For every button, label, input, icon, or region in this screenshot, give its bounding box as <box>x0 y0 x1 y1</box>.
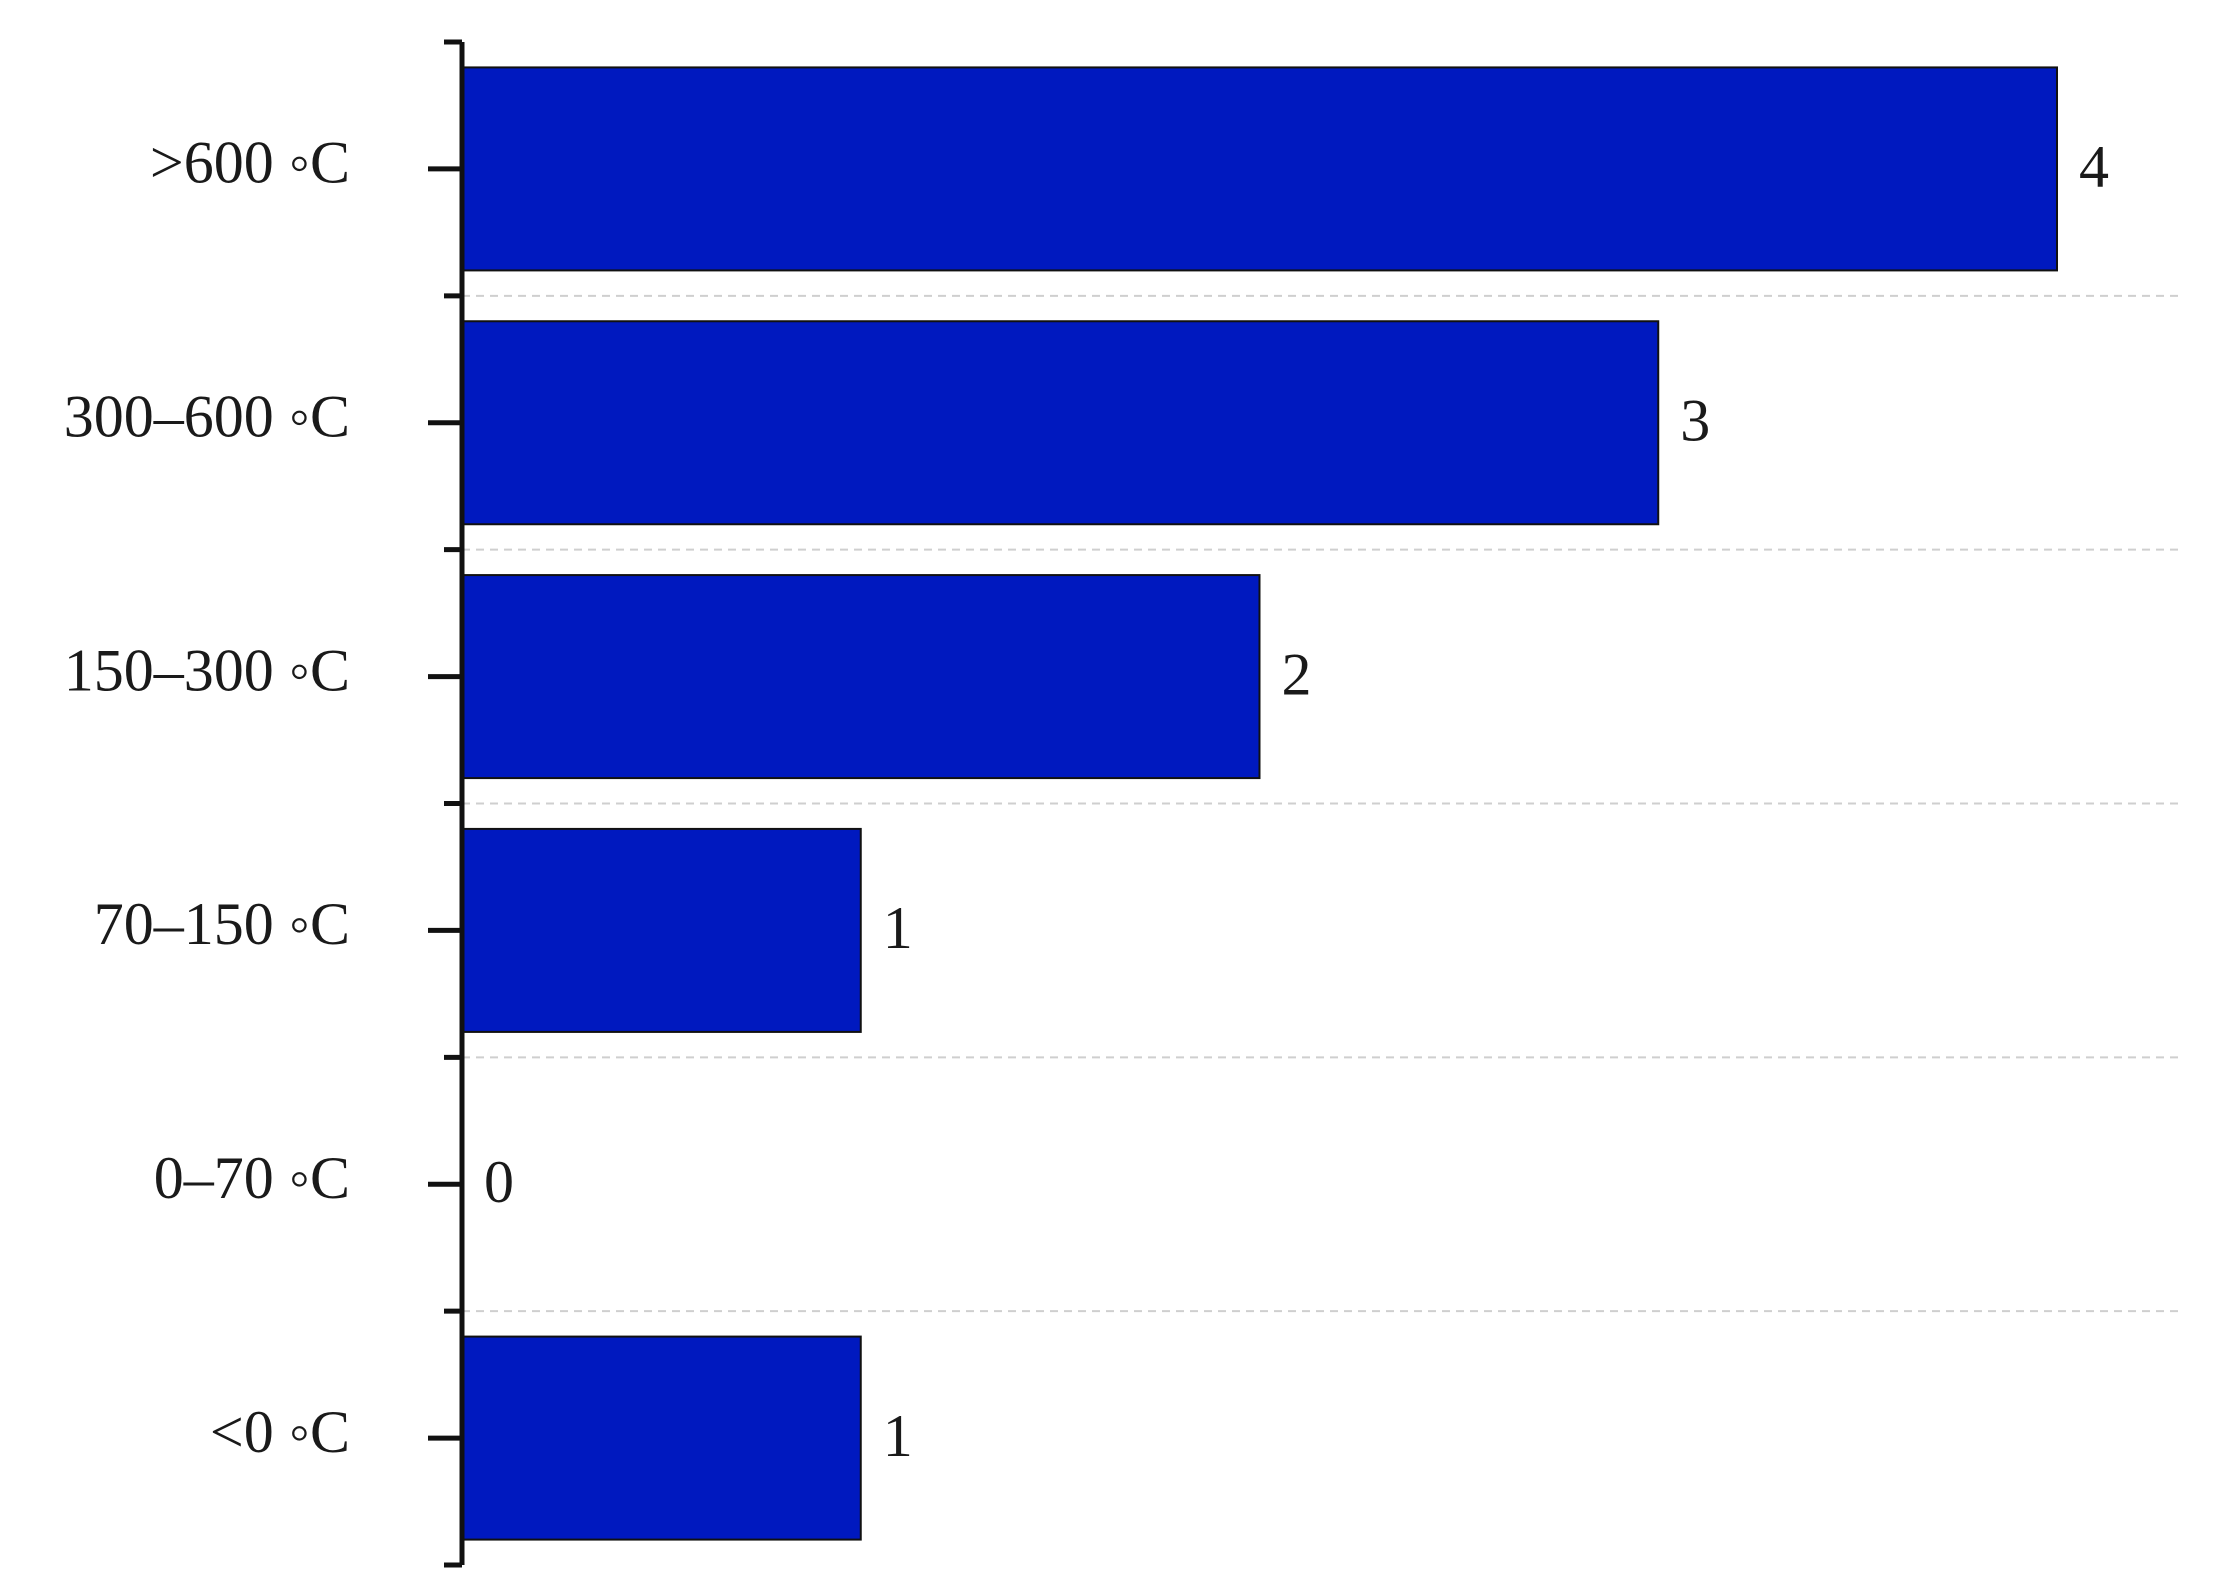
category-label: >600 ◦C <box>150 130 350 196</box>
y-axis <box>428 39 465 1568</box>
value-label: 1 <box>883 895 913 961</box>
grid-lines <box>462 294 2182 1313</box>
value-label: 0 <box>484 1149 514 1215</box>
category-label: 150–300 ◦C <box>64 637 350 703</box>
value-label: 4 <box>2079 134 2109 200</box>
category-label: <0 ◦C <box>210 1399 350 1465</box>
value-label: 3 <box>1680 388 1710 454</box>
value-label: 1 <box>883 1403 913 1469</box>
value-label: 2 <box>1282 641 1312 707</box>
category-label: 300–600 ◦C <box>64 384 350 450</box>
bar <box>461 574 1261 780</box>
bar <box>461 66 2058 272</box>
bar <box>461 1335 862 1541</box>
category-label: 0–70 ◦C <box>154 1145 350 1211</box>
bar <box>461 320 1660 526</box>
labels: >600 ◦C 4 300–600 ◦C 3 150–300 ◦C 2 70–150 ◦C 1… <box>64 130 2109 1469</box>
bar <box>461 827 862 1033</box>
category-label: 70–150 ◦C <box>94 891 350 957</box>
